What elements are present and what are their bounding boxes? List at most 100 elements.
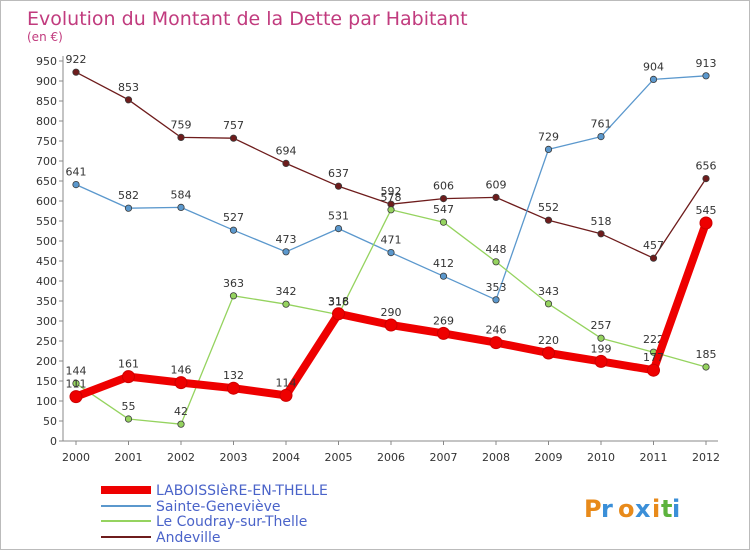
data-label: 922 bbox=[66, 53, 87, 66]
data-point bbox=[177, 420, 185, 428]
series-le-coudray-sur-thelle: 144 55 42 363 342 316 578 547 448 343 257 222 185 bbox=[66, 191, 717, 428]
data-point bbox=[282, 159, 290, 167]
data-label: 547 bbox=[433, 203, 454, 216]
data-label: 473 bbox=[276, 233, 297, 246]
data-point bbox=[174, 376, 188, 390]
data-point bbox=[177, 203, 185, 211]
y-tick-label: 700 bbox=[36, 155, 57, 168]
logo-letter: x bbox=[635, 495, 651, 523]
y-tick-label: 50 bbox=[43, 415, 57, 428]
y-tick-label: 900 bbox=[36, 75, 57, 88]
data-point bbox=[282, 248, 290, 256]
chart-subtitle: (en €) bbox=[27, 30, 63, 44]
data-label: 729 bbox=[538, 130, 559, 143]
data-label: 582 bbox=[118, 189, 139, 202]
data-point bbox=[229, 292, 238, 300]
series-andeville: 922 853 759 757 694 637 592 606 609 552 518 457 656 bbox=[66, 53, 717, 262]
data-label: 761 bbox=[591, 118, 612, 131]
legend-label: LABOISSIèRE-EN-THELLE bbox=[156, 483, 328, 499]
legend-item: Andeville bbox=[101, 530, 221, 546]
y-tick-label: 350 bbox=[36, 295, 57, 308]
data-label: 220 bbox=[538, 334, 559, 347]
x-tick-label: 2006 bbox=[377, 451, 405, 464]
x-tick-label: 2012 bbox=[692, 451, 720, 464]
y-tick-label: 500 bbox=[36, 235, 57, 248]
y-tick-label: 850 bbox=[36, 95, 57, 108]
data-label: 161 bbox=[118, 358, 139, 371]
data-point bbox=[597, 133, 605, 141]
y-tick-label: 600 bbox=[36, 195, 57, 208]
y-tick-label: 400 bbox=[36, 275, 57, 288]
data-label: 552 bbox=[538, 201, 559, 214]
data-label: 318 bbox=[328, 295, 349, 308]
data-label: 42 bbox=[174, 405, 188, 418]
x-tick-label: 2009 bbox=[535, 451, 563, 464]
data-label: 342 bbox=[276, 285, 297, 298]
legend: LABOISSIèRE-EN-THELLESainte-GenevièveLe … bbox=[101, 483, 328, 546]
logo-letter: t bbox=[661, 495, 672, 523]
data-label: 144 bbox=[66, 364, 87, 377]
data-label: 518 bbox=[591, 215, 612, 228]
data-point bbox=[124, 415, 133, 423]
series-sainte-genevi-ve: 641 582 584 527 473 531 471 412 353 729 761 904 913 bbox=[66, 57, 717, 304]
data-label: 222 bbox=[643, 333, 664, 346]
logo-letter: i bbox=[652, 495, 660, 523]
data-label: 269 bbox=[433, 314, 454, 327]
data-point bbox=[489, 336, 503, 350]
data-point bbox=[597, 230, 605, 238]
data-point bbox=[437, 326, 450, 340]
data-label: 527 bbox=[223, 211, 244, 224]
data-label: 757 bbox=[223, 119, 244, 132]
y-tick-label: 150 bbox=[36, 375, 57, 388]
legend-item: LABOISSIèRE-EN-THELLE bbox=[101, 483, 328, 499]
data-point bbox=[279, 388, 293, 402]
data-label: 290 bbox=[381, 306, 402, 319]
data-label: 656 bbox=[696, 160, 717, 173]
data-label: 353 bbox=[486, 281, 507, 294]
legend-item: Sainte-Geneviève bbox=[101, 499, 281, 515]
data-point bbox=[334, 225, 343, 233]
data-point bbox=[544, 145, 553, 153]
data-label: 55 bbox=[122, 400, 136, 413]
x-tick-label: 2000 bbox=[62, 451, 90, 464]
x-tick-label: 2010 bbox=[587, 451, 615, 464]
y-tick-label: 750 bbox=[36, 135, 57, 148]
data-label: 146 bbox=[171, 364, 192, 377]
data-label: 471 bbox=[381, 234, 402, 247]
data-label: 694 bbox=[276, 144, 297, 157]
y-tick-label: 550 bbox=[36, 215, 57, 228]
x-tick-label: 2001 bbox=[115, 451, 143, 464]
y-tick-label: 300 bbox=[36, 315, 57, 328]
data-label: 545 bbox=[696, 204, 717, 217]
data-label: 578 bbox=[381, 191, 402, 204]
data-point bbox=[332, 307, 345, 321]
data-label: 913 bbox=[696, 57, 717, 70]
logo-letter: r bbox=[601, 495, 613, 523]
data-point bbox=[647, 363, 660, 377]
data-point bbox=[72, 181, 80, 189]
data-point bbox=[492, 193, 500, 201]
y-tick-label: 100 bbox=[36, 395, 57, 408]
x-tick-label: 2004 bbox=[272, 451, 300, 464]
axes: 0 50 100 150 200 250 300 350 400 450 500 550 600 650 7… bbox=[36, 55, 720, 464]
data-point bbox=[597, 334, 605, 342]
data-label: 606 bbox=[433, 180, 454, 193]
y-tick-label: 250 bbox=[36, 335, 57, 348]
data-point bbox=[229, 134, 238, 142]
data-label: 257 bbox=[591, 319, 612, 332]
data-label: 185 bbox=[696, 348, 717, 361]
legend-item: Le Coudray-sur-Thelle bbox=[101, 514, 307, 530]
data-label: 853 bbox=[118, 81, 139, 94]
data-point bbox=[649, 254, 658, 262]
data-point bbox=[699, 216, 713, 230]
data-point bbox=[439, 218, 448, 226]
data-label: 111 bbox=[66, 378, 87, 391]
data-point bbox=[492, 258, 500, 266]
data-point bbox=[177, 133, 185, 141]
data-label: 343 bbox=[538, 285, 559, 298]
x-tick-label: 2007 bbox=[430, 451, 458, 464]
data-point bbox=[439, 272, 448, 280]
